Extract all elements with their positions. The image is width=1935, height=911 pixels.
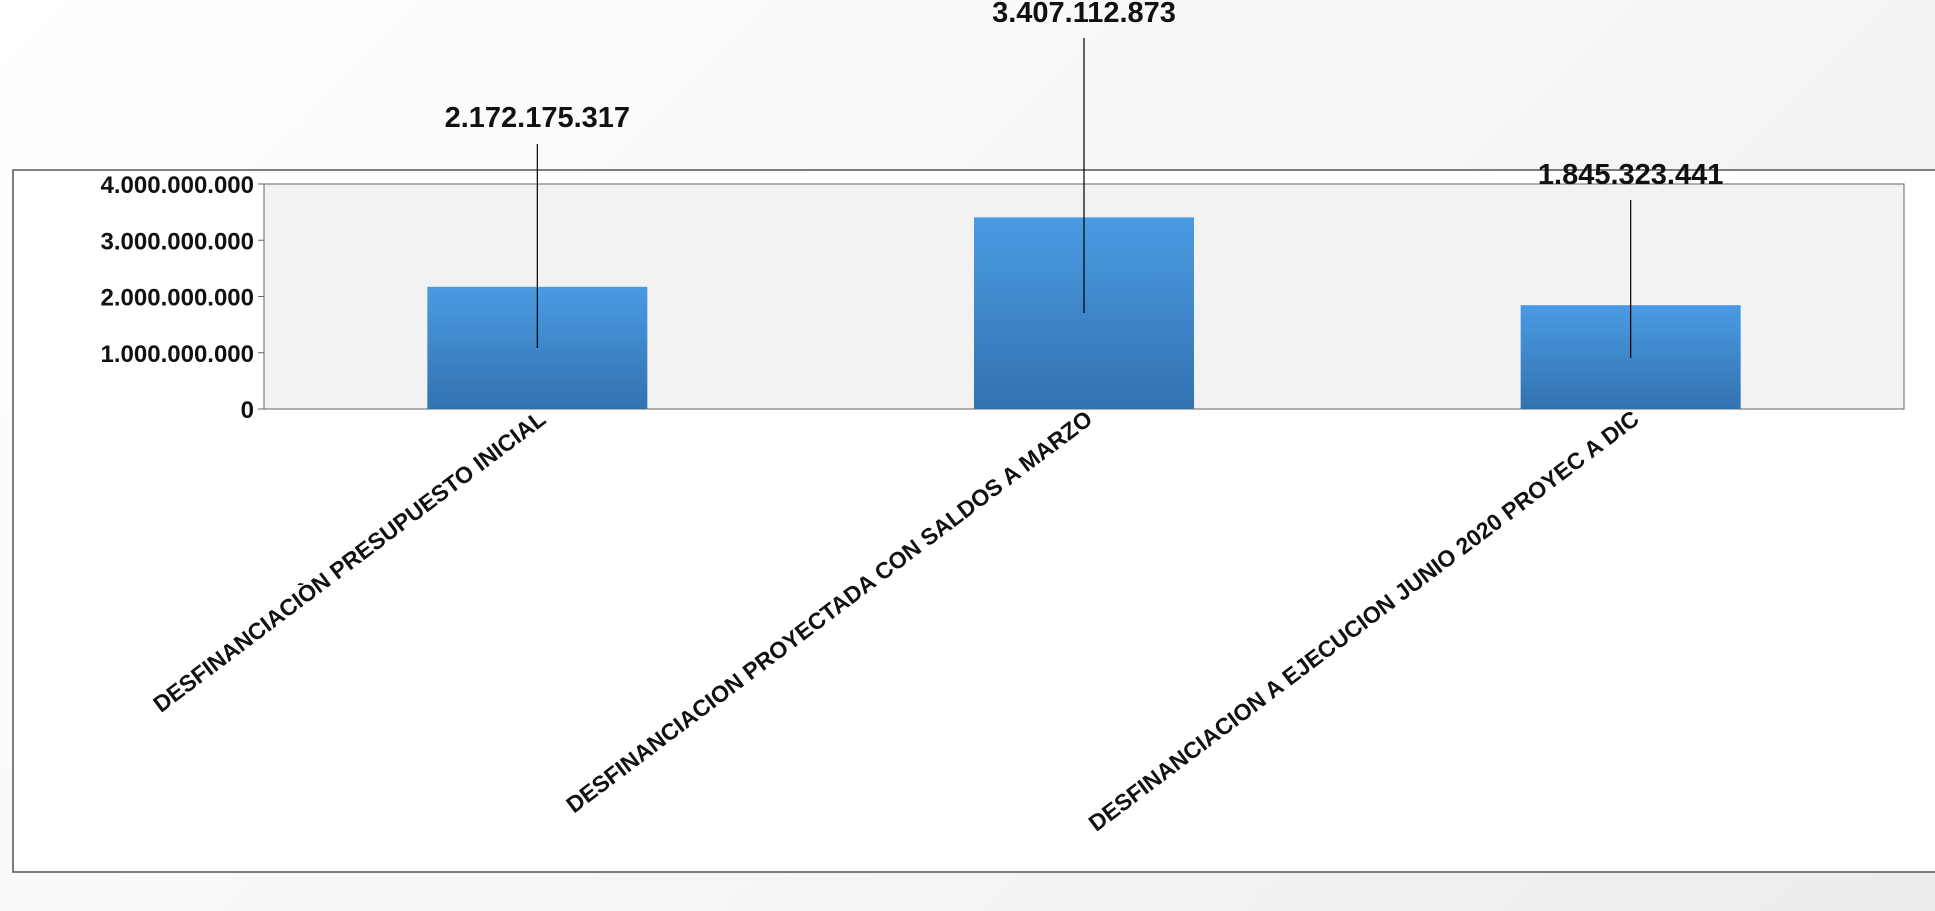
data-labels: 2.172.175.317 3.407.112.873 1.845.323.441 [445,0,1724,191]
bars [427,217,1741,409]
leader-lines [536,38,1632,358]
data-label-3: 1.845.323.441 [1538,159,1723,191]
y-tick-label: 0 [241,397,254,424]
data-label-1: 2.172.175.317 [445,102,630,134]
data-label-2: 3.407.112.873 [992,0,1176,29]
y-tick-label: 1.000.000.000 [101,341,254,368]
y-tick-label: 4.000.000.000 [101,172,254,199]
y-tick-label: 2.000.000.000 [101,285,254,312]
y-axis: 0 1.000.000.000 2.000.000.000 3.000.000.000… [101,172,264,424]
y-tick-label: 3.000.000.000 [101,228,254,255]
